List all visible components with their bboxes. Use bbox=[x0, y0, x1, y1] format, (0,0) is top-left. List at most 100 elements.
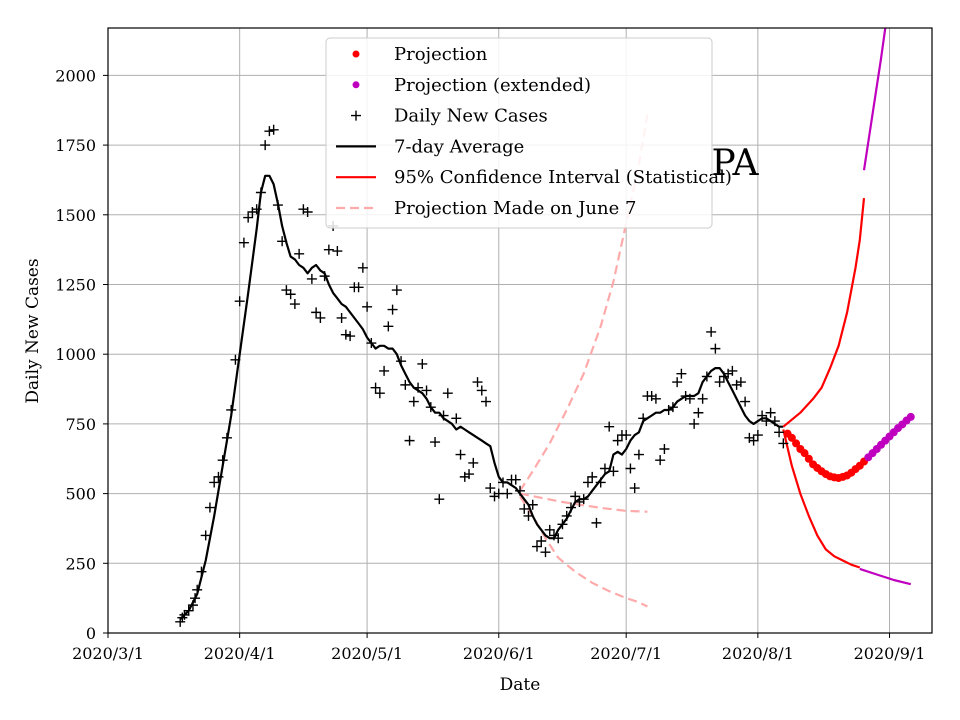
daily-case-marker bbox=[672, 377, 683, 388]
daily-case-marker bbox=[434, 494, 445, 505]
daily-case-marker bbox=[217, 455, 228, 466]
daily-case-marker bbox=[272, 200, 283, 211]
x-tick-label: 2020/4/1 bbox=[204, 644, 276, 663]
daily-case-marker bbox=[417, 358, 428, 369]
axis-ticks: 2020/3/1 2020/4/1 2020/5/1 2020/6/1 2020/7/1… bbox=[55, 66, 925, 663]
daily-case-marker bbox=[655, 455, 666, 466]
daily-case-marker bbox=[608, 466, 619, 477]
daily-case-marker bbox=[761, 416, 772, 427]
series-group bbox=[175, 28, 915, 627]
daily-case-marker bbox=[540, 547, 551, 558]
daily-case-marker bbox=[765, 407, 776, 418]
daily-case-marker bbox=[183, 605, 194, 616]
daily-case-marker bbox=[523, 510, 534, 521]
projection-made-on-june-7-upper-line bbox=[519, 114, 649, 492]
daily-case-marker bbox=[769, 416, 780, 427]
daily-case-marker bbox=[425, 402, 436, 413]
daily-case-marker bbox=[213, 471, 224, 482]
daily-case-marker bbox=[192, 584, 203, 595]
daily-case-marker bbox=[519, 503, 530, 514]
daily-case-marker bbox=[345, 331, 356, 342]
daily-case-marker bbox=[383, 321, 394, 332]
y-tick-label: 0 bbox=[86, 624, 96, 643]
daily-case-marker bbox=[294, 248, 305, 259]
daily-case-marker bbox=[391, 285, 402, 296]
daily-case-marker bbox=[689, 418, 700, 429]
daily-case-marker bbox=[740, 396, 751, 407]
legend-label: 7-day Average bbox=[394, 136, 524, 157]
daily-case-marker bbox=[357, 262, 368, 273]
legend-handle bbox=[352, 50, 360, 58]
daily-case-marker bbox=[485, 483, 496, 494]
daily-case-marker bbox=[531, 541, 542, 552]
daily-case-marker bbox=[493, 488, 504, 499]
daily-case-marker bbox=[196, 566, 207, 577]
projection-dot bbox=[792, 439, 801, 448]
daily-case-marker bbox=[336, 312, 347, 323]
projection-extended-dot bbox=[906, 412, 915, 421]
daily-case-marker bbox=[285, 289, 296, 300]
daily-case-marker bbox=[221, 432, 232, 443]
y-tick-label: 750 bbox=[65, 415, 96, 434]
y-tick-label: 1750 bbox=[55, 136, 96, 155]
daily-case-marker bbox=[413, 382, 424, 393]
daily-case-marker bbox=[625, 463, 636, 474]
daily-case-marker bbox=[430, 437, 441, 448]
y-tick-label: 2000 bbox=[55, 66, 96, 85]
daily-case-marker bbox=[438, 410, 449, 421]
daily-case-marker bbox=[481, 396, 492, 407]
legend-handle bbox=[351, 110, 361, 121]
daily-case-marker bbox=[638, 413, 649, 424]
daily-case-marker bbox=[578, 494, 589, 505]
daily-case-marker bbox=[697, 393, 708, 404]
daily-case-marker bbox=[557, 519, 568, 530]
projection-dot bbox=[804, 454, 813, 463]
95-ci-upper-extended-line bbox=[862, 28, 887, 171]
daily-case-marker bbox=[667, 402, 678, 413]
daily-case-marker bbox=[289, 299, 300, 310]
daily-case-marker bbox=[370, 382, 381, 393]
daily-case-marker bbox=[268, 124, 279, 135]
legend-label: Projection Made on June 7 bbox=[394, 198, 636, 219]
y-axis-label: Daily New Cases bbox=[23, 258, 43, 403]
daily-case-marker bbox=[302, 207, 313, 218]
legend-handle bbox=[352, 81, 360, 89]
daily-case-marker bbox=[536, 535, 547, 546]
daily-case-marker bbox=[727, 365, 738, 376]
daily-case-marker bbox=[676, 368, 687, 379]
daily-case-marker bbox=[561, 510, 572, 521]
daily-case-marker bbox=[595, 477, 606, 488]
daily-case-marker bbox=[468, 457, 479, 468]
daily-case-marker bbox=[243, 212, 254, 223]
daily-case-marker bbox=[230, 354, 241, 365]
daily-case-marker bbox=[404, 435, 415, 446]
y-tick-label: 1000 bbox=[55, 345, 96, 364]
daily-case-marker bbox=[421, 385, 432, 396]
daily-case-marker bbox=[387, 304, 398, 315]
daily-case-marker bbox=[591, 517, 602, 528]
legend-label: Projection bbox=[394, 44, 488, 65]
daily-case-marker bbox=[604, 421, 615, 432]
daily-case-marker bbox=[332, 246, 343, 257]
daily-case-marker bbox=[226, 404, 237, 415]
x-axis-label: Date bbox=[500, 675, 541, 695]
daily-case-marker bbox=[200, 530, 211, 541]
daily-case-marker bbox=[778, 438, 789, 449]
legend: Projection Projection (extended) Daily New… bbox=[325, 37, 732, 229]
projection-made-on-june-7-middle-line bbox=[519, 492, 648, 513]
daily-case-marker bbox=[179, 609, 190, 620]
projection-dot bbox=[787, 433, 796, 442]
daily-case-marker bbox=[400, 379, 411, 390]
daily-case-marker bbox=[553, 533, 564, 544]
daily-case-marker bbox=[260, 140, 271, 151]
daily-case-marker bbox=[510, 474, 521, 485]
legend-box bbox=[325, 37, 713, 229]
daily-case-marker bbox=[582, 477, 593, 488]
daily-case-marker bbox=[774, 427, 785, 438]
daily-case-marker bbox=[752, 430, 763, 441]
daily-case-marker bbox=[175, 616, 186, 627]
chart-title: PA bbox=[712, 143, 760, 184]
x-tick-label: 2020/9/1 bbox=[854, 644, 926, 663]
daily-case-marker bbox=[464, 469, 475, 480]
